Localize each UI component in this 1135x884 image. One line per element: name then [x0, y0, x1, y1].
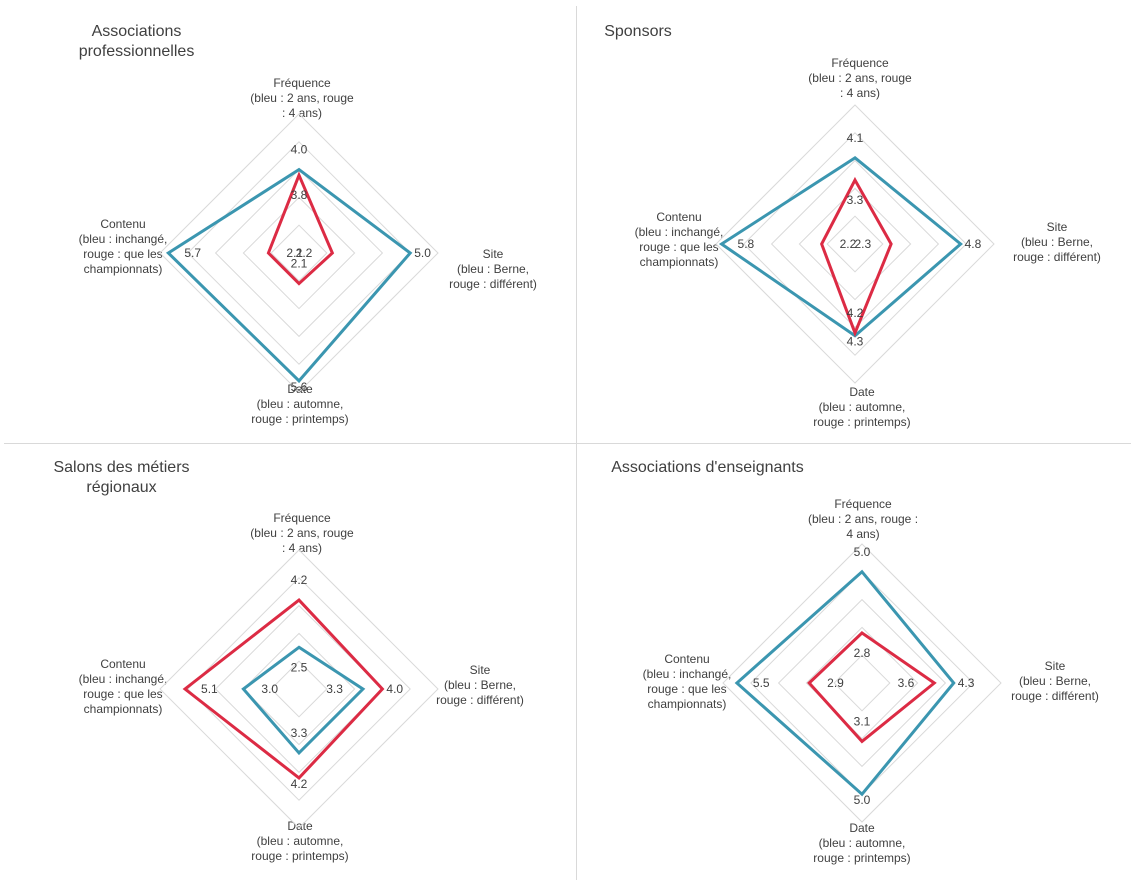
chart-title: Salons des métiers régionaux [53, 459, 190, 496]
data-label-frequence-blue: 2.5 [291, 660, 308, 674]
data-label-date-blue: 5.0 [854, 793, 871, 807]
data-label-frequence-red: 2.8 [854, 646, 871, 660]
data-label-site-blue: 4.8 [965, 237, 982, 251]
series-line-red [182, 598, 385, 780]
axis-label-site: Site (bleu : Berne, rouge : différent) [1011, 659, 1099, 703]
axis-label-frequence: Fréquence (bleu : 2 ans, rouge : 4 ans) [807, 497, 919, 541]
axis-label-contenu: Contenu (bleu : inchangé, rouge : que le… [642, 652, 732, 711]
data-label-date-blue: 3.3 [291, 726, 308, 740]
data-label-site-red: 4.0 [386, 682, 403, 696]
series-line-blue [241, 645, 366, 756]
chart-title: Associations professionnelles [78, 23, 195, 60]
data-label-frequence-blue: 5.0 [854, 545, 871, 559]
grid-ring-3 [777, 598, 947, 768]
data-label-date-red: 3.1 [854, 714, 871, 728]
grid-ring-5 [159, 113, 439, 393]
axis-label-site: Site (bleu : Berne, rouge : différent) [1013, 220, 1101, 264]
grid-ring-3 [214, 168, 384, 338]
data-label-contenu-red: 2.9 [827, 676, 844, 690]
axis-label-contenu: Contenu (bleu : inchangé, rouge : que le… [78, 217, 168, 276]
data-label-contenu-blue: 3.0 [261, 682, 278, 696]
axis-label-date: Date (bleu : automne, rouge : printemps) [251, 382, 349, 426]
grid-ring-5 [715, 104, 995, 384]
axis-label-frequence: Fréquence (bleu : 2 ans, rouge : 4 ans) [250, 76, 354, 120]
grid-ring-1 [270, 224, 328, 282]
data-label-site-red: 3.6 [898, 676, 915, 690]
data-label-contenu-blue: 5.5 [753, 676, 770, 690]
data-label-date-blue: 4.3 [847, 335, 864, 349]
data-label-site-blue: 4.3 [958, 676, 975, 690]
axis-label-frequence: Fréquence (bleu : 2 ans, rouge : 4 ans) [250, 511, 354, 555]
grid-ring-5 [159, 549, 439, 829]
chart-title: Sponsors [604, 23, 672, 40]
data-label-site-blue: 3.3 [326, 682, 343, 696]
axis-label-site: Site (bleu : Berne, rouge : différent) [436, 663, 524, 707]
data-label-frequence-blue: 4.1 [847, 131, 864, 145]
grid-ring-5 [722, 543, 1002, 823]
data-label-date-blue: 5.6 [291, 380, 308, 394]
data-label-contenu-blue: 5.7 [184, 246, 201, 260]
data-label-contenu-red: 2.1 [286, 246, 303, 260]
series-line-blue [165, 167, 413, 384]
axis-label-date: Date (bleu : automne, rouge : printemps) [813, 385, 911, 429]
axis-label-date: Date (bleu : automne, rouge : printemps) [251, 819, 349, 863]
series-line-red [807, 631, 937, 744]
data-label-date-red: 4.2 [847, 306, 864, 320]
grid-ring-2 [242, 196, 356, 310]
chart-title: Associations d'enseignants [611, 459, 804, 476]
horizontal-divider [4, 443, 1131, 444]
axis-label-frequence: Fréquence (bleu : 2 ans, rouge : 4 ans) [808, 56, 912, 100]
data-label-site-blue: 5.0 [414, 246, 431, 260]
data-label-date-red: 4.2 [291, 777, 308, 791]
grid-ring-2 [798, 187, 912, 301]
grid-ring-4 [750, 571, 974, 795]
data-label-contenu-blue: 5.8 [738, 237, 755, 251]
data-label-site-red: 2.2 [296, 246, 313, 260]
grid-ring-3 [770, 159, 940, 329]
data-label-frequence-red: 3.8 [291, 188, 308, 202]
data-label-date-red: 2.1 [291, 257, 308, 271]
grid-ring-2 [805, 626, 919, 740]
axis-label-date: Date (bleu : automne, rouge : printemps) [813, 821, 911, 865]
series-line-red [820, 176, 893, 338]
data-label-frequence-red: 3.3 [847, 193, 864, 207]
series-line-blue [734, 569, 956, 797]
grid-ring-4 [187, 577, 411, 801]
axis-label-contenu: Contenu (bleu : inchangé, rouge : que le… [78, 657, 168, 716]
grid-ring-1 [270, 660, 328, 718]
axis-label-contenu: Contenu (bleu : inchangé, rouge : que le… [634, 210, 724, 269]
data-label-contenu-red: 2.2 [840, 237, 857, 251]
data-label-site-red: 2.3 [854, 237, 871, 251]
grid-ring-1 [833, 654, 891, 712]
axis-label-site: Site (bleu : Berne, rouge : différent) [449, 247, 537, 291]
data-label-frequence-blue: 4.0 [291, 143, 308, 157]
data-label-contenu-red: 5.1 [201, 682, 218, 696]
data-label-frequence-red: 4.2 [291, 573, 308, 587]
series-line-red [266, 171, 335, 286]
grid-ring-1 [826, 215, 884, 273]
